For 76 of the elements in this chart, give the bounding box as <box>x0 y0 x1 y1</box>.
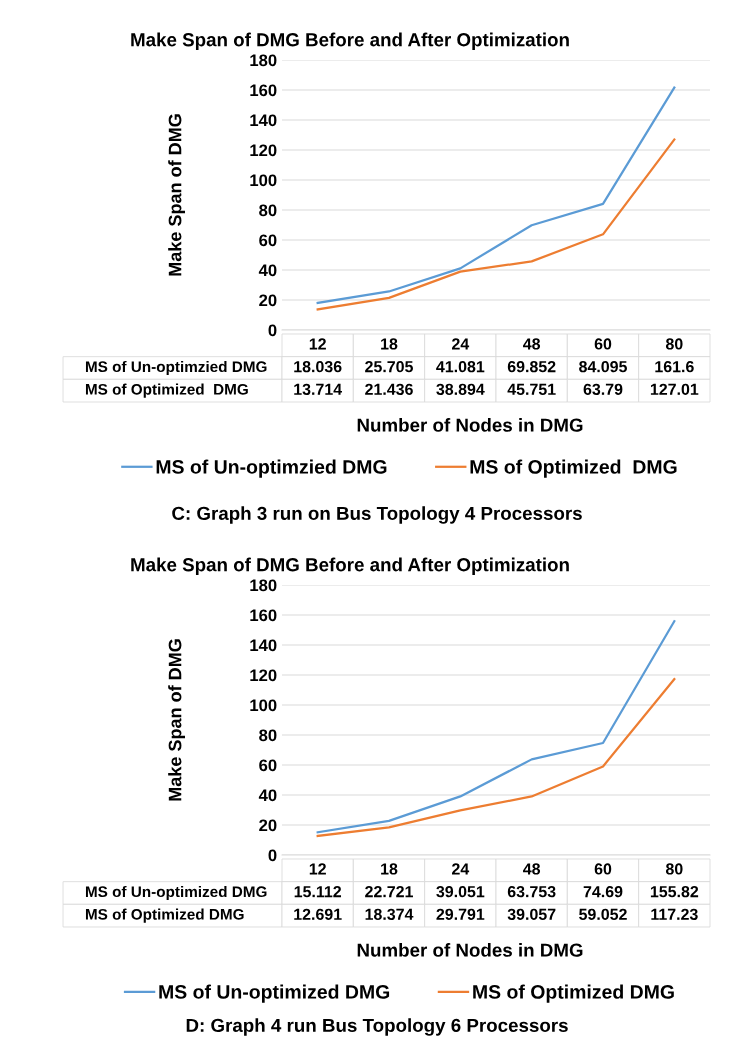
y-tick-label: 80 <box>259 204 277 217</box>
chart-title: Make Span of DMG Before and After Optimization <box>131 32 569 51</box>
text: MS of Un-optimized DMG <box>85 885 267 901</box>
y-tick-label: 0 <box>268 324 277 337</box>
data-label: 63.79 <box>583 383 623 395</box>
x-axis-title: Number of Nodes in DMG <box>357 943 583 957</box>
y-tick-label: 100 <box>250 174 277 187</box>
category-label: 48 <box>523 863 541 875</box>
category-label: 60 <box>594 863 612 875</box>
data-label: 161.6 <box>655 360 694 373</box>
y-tick-label: 160 <box>250 84 277 97</box>
y-tick-label: 20 <box>259 294 277 307</box>
category-label: 24 <box>452 863 470 875</box>
data-label: 117.23 <box>651 908 698 920</box>
data-label: 39.051 <box>436 885 485 898</box>
category-label: 18 <box>381 338 398 350</box>
data-label: 38.894 <box>436 383 485 395</box>
category-label: 80 <box>665 863 683 875</box>
y-axis-title: Make Span of DMG <box>168 639 185 801</box>
data-label: 63.753 <box>507 885 556 898</box>
y-tick-label: 180 <box>250 579 277 592</box>
legend-label: MS of Optimized DMG <box>473 984 674 1003</box>
data-label: 45.751 <box>507 383 556 395</box>
data-label: 22.721 <box>365 885 413 898</box>
text: MS of Optimized DMG <box>85 908 244 923</box>
data-label: 127.01 <box>650 383 699 395</box>
y-tick-label: 40 <box>258 789 277 802</box>
category-label: 12 <box>309 338 326 350</box>
data-label: 74.69 <box>583 885 623 898</box>
data-label: 69.852 <box>507 360 556 373</box>
category-label: 48 <box>523 338 541 350</box>
x-axis-title: Number of Nodes in DMG <box>357 418 583 432</box>
data-label: 29.791 <box>436 908 485 920</box>
category-label: 12 <box>309 863 326 875</box>
chart-title: Make Span of DMG Before and After Optimization <box>131 557 569 576</box>
y-tick-label: 80 <box>259 729 277 742</box>
legend-label: MS of Un-optimized DMG <box>159 984 390 1003</box>
y-tick-label: 20 <box>259 819 277 832</box>
y-tick-label: 60 <box>259 234 277 247</box>
y-tick-label: 120 <box>250 144 277 157</box>
y-tick-label: 140 <box>250 114 277 127</box>
text: MS of Un-optimzied DMG <box>85 360 267 376</box>
legend-label: MS of Optimized DMG <box>470 459 677 478</box>
y-tick-label: 120 <box>250 669 277 682</box>
data-label: 39.057 <box>507 908 556 920</box>
y-tick-label: 160 <box>250 609 277 622</box>
y-tick-label: 40 <box>258 264 277 277</box>
line-series <box>316 620 676 834</box>
category-label: 60 <box>594 338 612 350</box>
data-label: 59.052 <box>579 908 627 920</box>
data-label: 155.82 <box>650 885 699 898</box>
data-label: 41.081 <box>436 360 485 373</box>
y-tick-label: 180 <box>250 54 277 67</box>
y-tick-label: 100 <box>250 699 277 712</box>
text: MS of Optimized DMG <box>85 383 248 398</box>
data-label: 12.691 <box>294 908 342 920</box>
data-label: 84.095 <box>579 360 627 373</box>
line-series <box>316 86 676 305</box>
data-label: 13.714 <box>294 383 343 395</box>
text: C: Graph 3 run on Bus Topology 4 Processors <box>172 506 582 524</box>
legend-label: MS of Un-optimzied DMG <box>156 459 387 478</box>
y-tick-label: 60 <box>259 759 277 772</box>
line-series <box>316 138 676 311</box>
data-label: 18.036 <box>294 360 342 373</box>
y-tick-label: 140 <box>250 639 277 652</box>
y-tick-label: 0 <box>268 849 277 862</box>
y-axis-title: Make Span of DMG <box>168 114 185 276</box>
data-label: 18.374 <box>365 908 414 920</box>
line-series <box>316 678 676 838</box>
category-label: 18 <box>381 863 398 875</box>
data-label: 21.436 <box>365 383 413 395</box>
category-label: 24 <box>452 338 470 350</box>
text: D: Graph 4 run Bus Topology 6 Processors <box>186 1018 568 1036</box>
data-label: 25.705 <box>365 360 413 373</box>
category-label: 80 <box>665 338 683 350</box>
data-label: 15.112 <box>294 885 342 898</box>
